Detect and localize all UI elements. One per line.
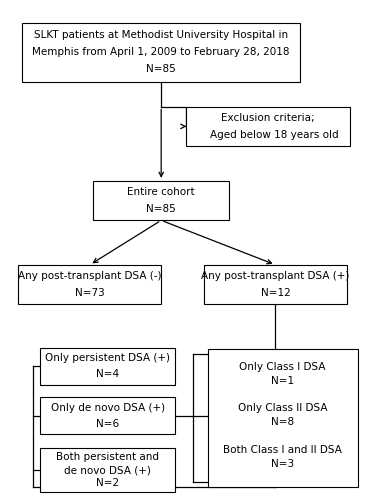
- Text: Only Class I DSA: Only Class I DSA: [239, 362, 326, 372]
- Text: N=85: N=85: [146, 64, 176, 74]
- FancyBboxPatch shape: [186, 106, 350, 146]
- Text: N=3: N=3: [271, 459, 294, 469]
- FancyBboxPatch shape: [204, 265, 347, 304]
- Text: Exclusion criteria;: Exclusion criteria;: [221, 113, 315, 123]
- Text: N=12: N=12: [260, 288, 290, 298]
- Text: SLKT patients at Methodist University Hospital in: SLKT patients at Methodist University Ho…: [34, 30, 288, 40]
- Text: N=85: N=85: [146, 204, 176, 214]
- Text: Only Class II DSA: Only Class II DSA: [238, 404, 327, 413]
- FancyBboxPatch shape: [40, 348, 175, 385]
- Text: Memphis from April 1, 2009 to February 28, 2018: Memphis from April 1, 2009 to February 2…: [32, 47, 290, 57]
- Text: de novo DSA (+): de novo DSA (+): [64, 465, 151, 475]
- Text: Only de novo DSA (+): Only de novo DSA (+): [50, 403, 165, 413]
- Text: N=8: N=8: [271, 418, 294, 428]
- Text: Any post-transplant DSA (-): Any post-transplant DSA (-): [18, 271, 161, 281]
- Text: Only persistent DSA (+): Only persistent DSA (+): [45, 354, 170, 364]
- FancyBboxPatch shape: [208, 349, 358, 488]
- Text: N=2: N=2: [96, 478, 119, 488]
- Text: Entire cohort: Entire cohort: [127, 187, 195, 197]
- FancyBboxPatch shape: [22, 22, 301, 82]
- FancyBboxPatch shape: [40, 448, 175, 492]
- Text: N=6: N=6: [96, 418, 119, 428]
- Text: Both Class I and II DSA: Both Class I and II DSA: [223, 445, 342, 455]
- Text: Any post-transplant DSA (+): Any post-transplant DSA (+): [201, 271, 349, 281]
- FancyBboxPatch shape: [40, 397, 175, 434]
- Text: N=4: N=4: [96, 369, 119, 379]
- Text: N=73: N=73: [75, 288, 105, 298]
- Text: Aged below 18 years old: Aged below 18 years old: [197, 130, 339, 140]
- Text: Both persistent and: Both persistent and: [56, 452, 159, 462]
- Text: N=1: N=1: [271, 376, 294, 386]
- FancyBboxPatch shape: [93, 181, 229, 220]
- FancyBboxPatch shape: [19, 265, 161, 304]
